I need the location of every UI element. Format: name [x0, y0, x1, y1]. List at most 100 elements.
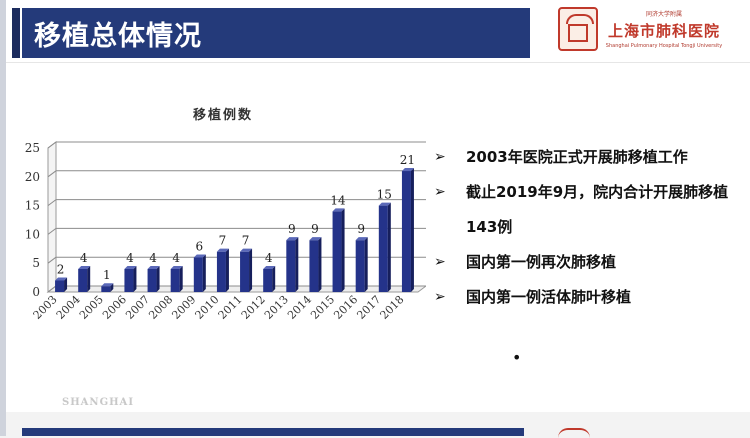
gridline-side [47, 227, 57, 235]
title-bar: 移植总体情况 [22, 8, 530, 58]
x-tick-label: 2012 [239, 293, 268, 322]
data-label: 4 [80, 251, 88, 265]
bar [401, 171, 411, 292]
arrow-bullet-icon: ➢ [434, 149, 446, 165]
arrow-bullet-icon: ➢ [434, 184, 446, 200]
transplant-bar-chart: 移植例数 05101520252003200420052006200720082… [25, 107, 426, 322]
gridline-side [47, 199, 57, 206]
hospital-logo-text: 同济大学附属 上海市肺科医院 Shanghai Pulmonary Hospit… [604, 9, 724, 49]
x-tick-label: 2009 [169, 293, 198, 322]
bar-side [225, 248, 229, 292]
data-label: 4 [265, 251, 273, 265]
data-label: 1 [103, 268, 111, 282]
gridline-side [47, 170, 57, 178]
bullet-text: 截止2019年9月，院内合计开展肺移植143例 [466, 183, 729, 236]
chart-title: 移植例数 [193, 107, 253, 123]
y-tick-label: 15 [25, 199, 40, 213]
page-title: 移植总体情况 [34, 20, 202, 52]
bar [240, 251, 250, 292]
bar-top [332, 208, 345, 212]
header-divider [6, 62, 750, 63]
bar-top [355, 237, 368, 241]
data-label: 7 [219, 234, 227, 248]
bar-top [309, 237, 322, 241]
bar-top [401, 168, 414, 172]
bar-side [110, 283, 114, 292]
chart-side-wall [47, 141, 57, 293]
bullet-item: ➢ 截止2019年9月，院内合计开展肺移植143例 [426, 175, 744, 245]
x-tick-label: 2018 [378, 293, 407, 322]
bar-top [124, 265, 137, 269]
bullet-text: 2003年医院正式开展肺移植工作 [466, 148, 688, 166]
y-tick-label: 20 [25, 170, 40, 184]
bar [309, 240, 319, 292]
bullet-text: 国内第一例活体肺叶移植 [466, 288, 632, 306]
bar [170, 268, 180, 292]
bar-top [286, 237, 299, 241]
x-tick-label: 2004 [54, 293, 83, 322]
bar-top [170, 265, 183, 269]
bar [193, 257, 203, 292]
bar [147, 268, 157, 292]
bar-side [295, 237, 299, 292]
arrow-bullet-icon: ➢ [434, 254, 446, 270]
gridline-side [47, 285, 57, 293]
data-label: 14 [330, 193, 346, 207]
bar-top [193, 254, 206, 258]
bar [378, 205, 388, 292]
bar [286, 240, 296, 292]
bullet-item: ➢ 国内第一例再次肺移植 [426, 245, 744, 280]
left-margin-band [0, 0, 6, 436]
x-tick-label: 2013 [262, 293, 291, 322]
x-tick-label: 2015 [308, 293, 337, 322]
bullet-item: ➢ 国内第一例活体肺叶移植 [426, 280, 744, 315]
slide: 移植总体情况 同济大学附属 上海市肺科医院 Shanghai Pulmonary… [6, 0, 750, 412]
bar [355, 240, 365, 292]
bar [55, 280, 65, 292]
bar [263, 268, 273, 292]
y-tick-label: 25 [25, 141, 40, 155]
data-label: 15 [377, 188, 392, 202]
bar-side [156, 265, 160, 292]
bar-side [387, 202, 391, 292]
bar [124, 268, 134, 292]
logo-hospital-name: 上海市肺科医院 [607, 22, 720, 40]
bar-side [133, 265, 137, 292]
hospital-seal-logo [558, 7, 598, 51]
x-tick-label: 2006 [100, 293, 129, 322]
chart-axes: 0510152025200320042005200620072008200920… [25, 141, 407, 322]
bar-top [55, 277, 68, 281]
bar-side [202, 254, 206, 292]
gridline-side [47, 141, 57, 149]
bar-side [249, 248, 253, 292]
y-tick-label: 10 [25, 227, 40, 241]
bar-side [318, 237, 322, 292]
data-label: 6 [195, 239, 203, 253]
bullet-list: ➢ 2003年医院正式开展肺移植工作 ➢ 截止2019年9月，院内合计开展肺移植… [426, 140, 744, 315]
next-slide-title-bar [22, 428, 524, 436]
x-tick-label: 2005 [77, 293, 106, 322]
logo-english-name: Shanghai Pulmonary Hospital Tongji Unive… [605, 43, 723, 49]
x-tick-label: 2017 [354, 293, 383, 322]
x-tick-label: 2008 [146, 293, 175, 322]
bar [78, 268, 88, 292]
logo-affiliation: 同济大学附属 [645, 11, 682, 18]
bar [101, 286, 111, 292]
bar-top [378, 202, 391, 206]
data-label: 4 [172, 251, 180, 265]
data-label: 4 [126, 251, 134, 265]
bullet-text: 国内第一例再次肺移植 [466, 253, 617, 271]
bar-side [364, 237, 368, 292]
bar [216, 251, 226, 292]
bar-top [147, 265, 160, 269]
gridline-side [47, 256, 57, 264]
title-accent [12, 8, 20, 58]
bar-top [101, 283, 114, 287]
bar-side [87, 265, 91, 292]
data-label: 9 [288, 222, 296, 236]
bar [332, 211, 342, 292]
arrow-bullet-icon: ➢ [434, 289, 446, 305]
x-tick-label: 2014 [285, 293, 314, 322]
x-tick-label: 2010 [193, 293, 222, 322]
data-label: 21 [400, 153, 415, 167]
